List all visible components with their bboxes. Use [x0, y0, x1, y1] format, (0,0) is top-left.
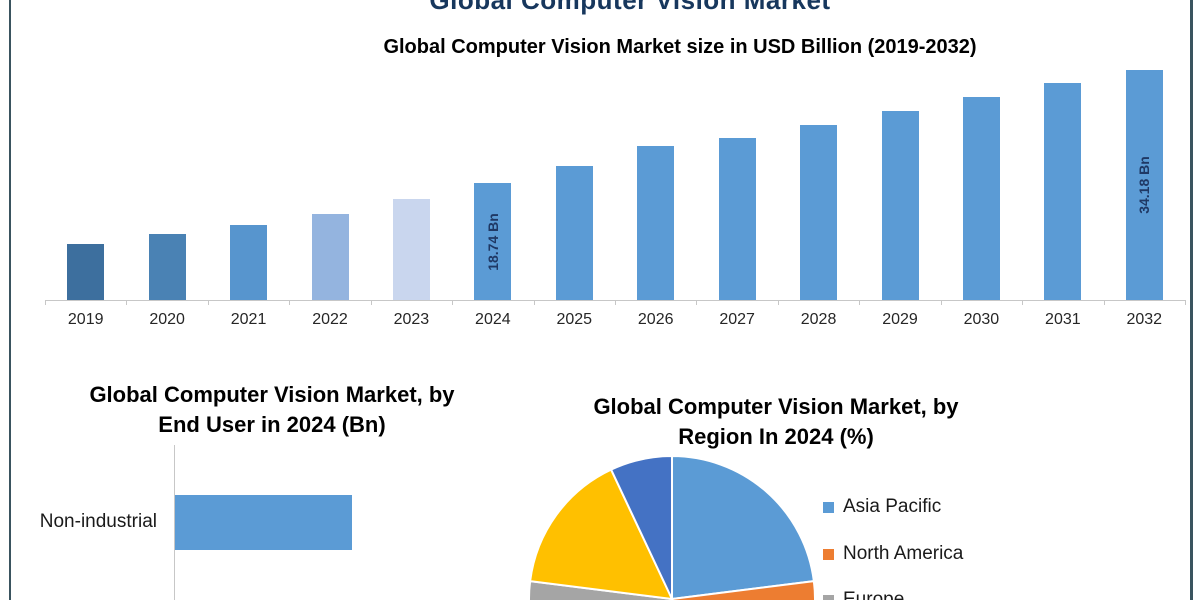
bar-2023 — [392, 199, 430, 300]
end-user-chart-title-line2: End User in 2024 (Bn) — [158, 412, 386, 437]
bar-2019 — [67, 244, 105, 300]
x-label-2026: 2026 — [637, 311, 674, 328]
x-axis-labels: 2019 2020 2021 2022 2023 2024 2025 2026 2027 2028… — [45, 311, 1185, 331]
x-label-2031: 2031 — [1045, 311, 1081, 328]
legend-item-asia-pacific: Asia Pacific — [823, 496, 941, 518]
page-title: Global Computer Vision Market — [429, 0, 831, 15]
market-size-plot: 18.74 Bn 34.18 Bn — [45, 63, 1185, 300]
axis-tick — [371, 301, 372, 305]
axis-tick — [534, 301, 535, 305]
bar-2031 — [1044, 83, 1082, 300]
bar-2021 — [230, 225, 268, 300]
pie-slice-asia-pacific — [671, 455, 815, 600]
legend-swatch-icon — [823, 548, 834, 560]
bar-2032: 34.18 Bn — [1125, 70, 1163, 300]
axis-tick — [941, 301, 942, 305]
axis-tick — [289, 301, 290, 305]
end-user-category-label: Non-industrial — [39, 511, 157, 532]
bar-2024: 18.74 Bn — [474, 183, 512, 300]
pie-slice-hidden-4 — [609, 455, 673, 600]
axis-tick — [615, 301, 616, 305]
x-label-2024: 2024 — [475, 311, 511, 328]
legend-swatch-icon — [823, 501, 834, 513]
market-size-chart-title: Global Computer Vision Market size in US… — [383, 36, 977, 58]
x-label-2032: 2032 — [1126, 311, 1163, 328]
region-pie — [528, 455, 816, 600]
axis-tick — [452, 301, 453, 305]
x-label-2020: 2020 — [149, 311, 185, 328]
x-label-2028: 2028 — [800, 311, 837, 328]
end-user-y-axis-line — [174, 445, 175, 600]
frame-border-right — [1190, 0, 1193, 600]
axis-tick — [859, 301, 860, 305]
bar-2029 — [881, 111, 919, 300]
legend-label: North America — [843, 543, 964, 564]
x-label-2027: 2027 — [719, 311, 755, 328]
legend-item-north-america: North America — [823, 543, 963, 565]
axis-tick — [208, 301, 209, 305]
pie-slice-hidden-3 — [529, 468, 674, 600]
x-label-2022: 2022 — [312, 311, 348, 328]
end-user-chart-title-line1: Global Computer Vision Market, by — [89, 382, 455, 407]
legend-label: Europe — [843, 589, 905, 600]
x-label-2030: 2030 — [963, 311, 1000, 328]
x-label-2029: 2029 — [882, 311, 918, 328]
x-label-2019: 2019 — [67, 311, 104, 328]
end-user-chart-title: Global Computer Vision Market, by End Us… — [40, 380, 504, 440]
bar-2030 — [962, 97, 1000, 300]
axis-tick — [696, 301, 697, 305]
bar-2022 — [311, 214, 349, 300]
x-axis-line — [45, 300, 1186, 301]
x-label-2023: 2023 — [393, 311, 430, 328]
x-label-2021: 2021 — [230, 311, 267, 328]
region-chart-title: Global Computer Vision Market, by Region… — [556, 392, 996, 452]
legend-swatch-icon — [823, 594, 834, 600]
axis-tick — [778, 301, 779, 305]
axis-tick — [1104, 301, 1105, 305]
frame-border-left — [9, 0, 11, 600]
x-axis-ticks — [45, 301, 1186, 306]
pie-legend: Asia Pacific North America Europe — [823, 0, 1073, 600]
legend-item-europe: Europe — [823, 589, 904, 600]
legend-label: Asia Pacific — [843, 496, 942, 517]
bar-2026 — [637, 146, 675, 300]
bar-value-label-2032: 34.18 Bn — [1136, 156, 1153, 214]
bar-value-label-2024: 18.74 Bn — [484, 212, 501, 271]
bar-2028 — [800, 125, 838, 300]
bar-2027 — [718, 138, 756, 300]
region-chart-title-line2: Region In 2024 (%) — [678, 424, 874, 449]
axis-tick — [1022, 301, 1023, 305]
region-chart-title-line1: Global Computer Vision Market, by — [593, 394, 959, 419]
x-label-2025: 2025 — [556, 311, 593, 328]
axis-tick — [1185, 301, 1186, 305]
end-user-bar — [175, 495, 352, 550]
bar-2020 — [148, 234, 186, 300]
bar-2025 — [555, 166, 593, 300]
pie-slice-north-america — [670, 579, 816, 600]
axis-tick — [45, 301, 46, 305]
axis-tick — [126, 301, 127, 305]
